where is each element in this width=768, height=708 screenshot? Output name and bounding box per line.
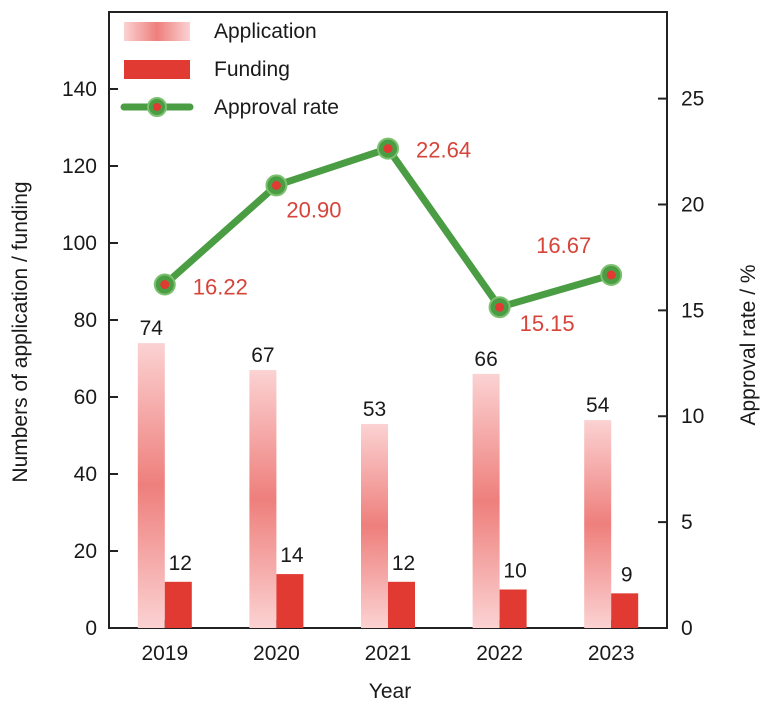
- x-axis-title: Year: [369, 680, 411, 703]
- legend-label-funding: Funding: [214, 58, 290, 81]
- bars: [137, 343, 639, 628]
- funding-value-label: 9: [621, 563, 633, 586]
- y-tick-label: 20: [74, 540, 97, 563]
- approval-rate-marker-dot: [271, 180, 281, 190]
- bar-labels: 74 12 67 14 53 12 66 10 54 9: [140, 317, 633, 586]
- approval-rate-value-label: 20.90: [286, 197, 341, 222]
- application-value-label: 53: [363, 398, 386, 421]
- application-value-label: 66: [474, 348, 497, 371]
- y2-axis-title: Approval rate / %: [737, 264, 760, 425]
- y-tick-label: 60: [74, 386, 97, 409]
- funding-value-label: 12: [169, 552, 192, 575]
- y-tick-label: 140: [62, 78, 97, 101]
- approval-rate-marker-dot: [495, 302, 505, 312]
- y-tick-label: 0: [85, 617, 97, 640]
- y2-tick-label: 0: [681, 617, 693, 640]
- y2-tick-label: 5: [681, 511, 693, 534]
- funding-value-label: 12: [392, 552, 415, 575]
- funding-bar: [164, 581, 192, 628]
- funding-value-label: 14: [280, 544, 304, 567]
- application-value-label: 54: [586, 394, 610, 417]
- y-tick-label: 80: [74, 309, 97, 332]
- approval-rate-value-label: 15.15: [520, 311, 575, 336]
- legend-swatch-application: [124, 22, 190, 41]
- application-bar: [361, 423, 388, 628]
- approval-rate-value-label: 16.67: [536, 233, 591, 258]
- y2-tick-label: 20: [681, 193, 704, 216]
- funding-bar: [388, 581, 415, 628]
- y-axis-title: Numbers of application / funding: [9, 181, 32, 482]
- x-tick-label: 2023: [588, 642, 635, 665]
- y2-tick-label: 25: [681, 88, 704, 111]
- approval-rate-marker-dot: [383, 144, 393, 154]
- y-tick-label: 120: [62, 155, 97, 178]
- application-value-label: 67: [251, 344, 274, 367]
- y2-tick-label: 15: [681, 299, 704, 322]
- funding-bar: [499, 589, 527, 628]
- application-bar: [472, 373, 500, 628]
- approval-rate-series: [153, 137, 623, 319]
- x-tick-label: 2019: [141, 642, 188, 665]
- application-bar: [249, 370, 277, 628]
- legend-swatch-approval-rate-dot: [153, 103, 161, 111]
- x-tick-label: 2020: [253, 642, 300, 665]
- axes: 0 20 40 60 80 100 120 140 0 5 10 15 20 25 2019 2020 2021…: [62, 11, 704, 665]
- axis-titles: Year Numbers of application / funding Appr…: [9, 181, 760, 703]
- y2-tick-label: 10: [681, 405, 704, 428]
- legend-swatch-funding: [124, 60, 190, 79]
- approval-rate-value-label: 22.64: [416, 138, 471, 163]
- approval-rate-marker-dot: [606, 270, 616, 280]
- x-tick-label: 2021: [365, 642, 412, 665]
- y-tick-label: 40: [74, 463, 97, 486]
- approval-rate-marker-dot: [160, 280, 170, 290]
- application-value-label: 74: [140, 317, 164, 340]
- legend: Application Funding Approval rate: [120, 20, 339, 119]
- application-bar: [584, 420, 612, 628]
- funding-value-label: 10: [503, 560, 526, 583]
- funding-bar: [611, 593, 639, 628]
- approval-rate-value-label: 16.22: [193, 275, 248, 300]
- legend-label-application: Application: [214, 20, 317, 43]
- approval-rate-labels: 16.22 20.90 22.64 15.15 16.67: [193, 138, 591, 337]
- x-tick-label: 2022: [476, 642, 523, 665]
- y-tick-label: 100: [62, 232, 97, 255]
- legend-label-approval-rate: Approval rate: [214, 96, 339, 119]
- application-bar: [137, 343, 165, 628]
- funding-bar: [276, 574, 304, 628]
